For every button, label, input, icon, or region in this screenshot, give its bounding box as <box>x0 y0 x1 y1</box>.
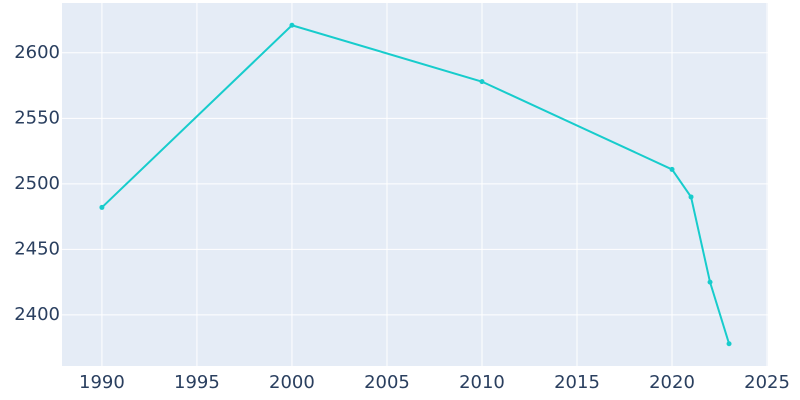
y-tick-label: 2500 <box>14 173 60 194</box>
y-tick-label: 2550 <box>14 107 60 128</box>
y-tick-label: 2450 <box>14 238 60 259</box>
point <box>726 341 732 347</box>
x-tick-label: 1990 <box>79 372 125 393</box>
x-tick-label: 2020 <box>649 372 695 393</box>
plot-background <box>62 3 768 366</box>
x-tick-label: 2005 <box>364 372 410 393</box>
x-tick-label: 2015 <box>554 372 600 393</box>
point <box>707 279 713 285</box>
point <box>289 22 295 28</box>
point <box>669 166 675 172</box>
point <box>99 204 105 210</box>
point <box>479 79 485 85</box>
x-tick-label: 2000 <box>269 372 315 393</box>
point <box>688 194 694 200</box>
y-tick-label: 2400 <box>14 304 60 325</box>
x-tick-label: 2010 <box>459 372 505 393</box>
y-tick-label: 2600 <box>14 42 60 63</box>
x-tick-label: 2025 <box>744 372 790 393</box>
x-tick-label: 1995 <box>174 372 220 393</box>
